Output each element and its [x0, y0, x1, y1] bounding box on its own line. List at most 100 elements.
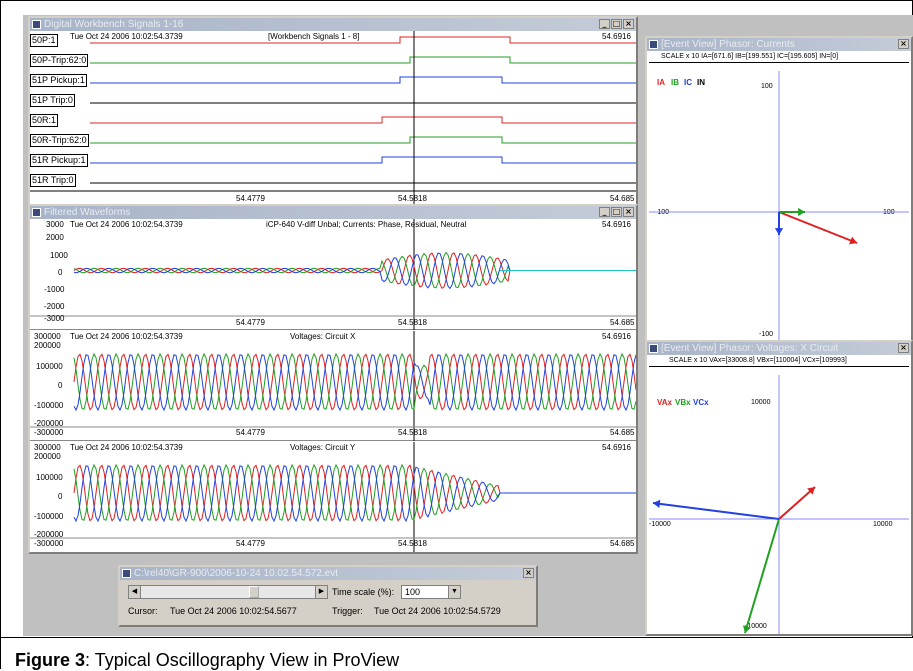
event-control-window: C:\rel40\GR-900\2006-10-24 10.02.54.572.… [118, 565, 538, 627]
legend-vcx: VCx [693, 398, 709, 407]
currents-panel: Tue Oct 24 2006 10:02:54.3739 iCP-640 V-… [30, 219, 636, 330]
channel-label[interactable]: 51R Pickup:1 [30, 154, 88, 167]
y-tick-label: 0 [58, 268, 63, 277]
y-tick-label: 300000 [34, 332, 61, 341]
phasor-header-rule [649, 366, 909, 367]
x-tick-label: 54.4779 [236, 318, 265, 327]
y-tick-label: -3000 [44, 314, 65, 323]
control-window-titlebar[interactable]: C:\rel40\GR-900\2006-10-24 10.02.54.572.… [120, 567, 536, 580]
filtered-waveforms-window: Filtered Waveforms _ □ × Tue Oct 24 2006… [28, 204, 638, 554]
tick-top: 100 [761, 83, 773, 90]
digital-trace [90, 56, 636, 64]
close-button[interactable]: × [623, 207, 634, 217]
legend-in: IN [697, 78, 705, 87]
time-scale-select[interactable]: 100 ▼ [401, 585, 461, 599]
circuit-y-panel: Tue Oct 24 2006 10:02:54.3739 Voltages: … [30, 442, 636, 552]
digital-trace [90, 36, 636, 44]
scroll-left-arrow[interactable]: ◀ [129, 586, 141, 598]
y-tick-label: -300000 [34, 539, 64, 548]
circuit-x-panel: Tue Oct 24 2006 10:02:54.3739 Voltages: … [30, 331, 636, 441]
digital-trace [90, 116, 636, 124]
digital-timestamp: Tue Oct 24 2006 10:02:54.3739 [70, 32, 183, 41]
channel-label[interactable]: 50P-Trip:62:0 [30, 54, 89, 67]
phasor-currents-diagram [649, 71, 909, 342]
x-tick-label: 54.685 [610, 194, 635, 203]
phasor-currents-window: [Event View] Phasor: Currents × SCALE x … [645, 36, 913, 344]
app-desktop: Digital Workbench Signals 1-16 _ □ × Tue… [23, 15, 913, 636]
panel-timestamp: Tue Oct 24 2006 10:02:54.3739 [70, 443, 183, 452]
close-button[interactable]: × [898, 39, 909, 49]
tick-left: -10000 [649, 521, 671, 528]
tick-bottom: -10000 [745, 623, 767, 630]
y-tick-label: 2000 [46, 233, 64, 242]
phase-trace [73, 353, 636, 411]
panel-label: Voltages: Circuit X [290, 332, 356, 341]
phasor-voltages-title: [Event View] Phasor: Voltages: X Circuit [661, 343, 839, 354]
y-tick-label: 200000 [34, 341, 61, 350]
digital-traces [30, 31, 636, 204]
channel-label[interactable]: 51P Pickup:1 [30, 74, 87, 87]
chevron-down-icon[interactable]: ▼ [448, 586, 460, 598]
y-tick-label: -100000 [34, 401, 64, 410]
x-tick-label: 54.4779 [236, 539, 265, 548]
close-button[interactable]: × [898, 343, 909, 353]
channel-label[interactable]: 50P:1 [30, 34, 58, 47]
maximize-button[interactable]: □ [611, 19, 622, 29]
digital-window-titlebar[interactable]: Digital Workbench Signals 1-16 _ □ × [30, 18, 636, 31]
x-tick-label: 54.685 [610, 428, 635, 437]
filtered-window-titlebar[interactable]: Filtered Waveforms _ □ × [30, 206, 636, 219]
phasor-voltages-plot: SCALE x 10 VAx=[33008.8] VBx=[110004] VC… [647, 355, 911, 634]
scroll-right-arrow[interactable]: ▶ [315, 586, 327, 598]
currents-waveform [30, 219, 636, 330]
phasor-arrowhead [798, 207, 805, 217]
digital-right-time: 54.6916 [602, 32, 631, 41]
y-tick-label: 0 [58, 492, 63, 501]
time-scale-label: Time scale (%): [332, 587, 395, 597]
phasor-voltages-titlebar[interactable]: [Event View] Phasor: Voltages: X Circuit… [647, 342, 911, 355]
time-scale-value: 100 [405, 587, 421, 597]
minimize-button[interactable]: _ [599, 207, 610, 217]
phasor-arrowhead [774, 228, 784, 235]
x-tick-label: 54.5818 [398, 194, 427, 203]
y-tick-label: 200000 [34, 452, 61, 461]
circuit-y-waveform [30, 442, 636, 552]
legend-vbx: VBx [675, 398, 691, 407]
phasor-currents-plot: SCALE x 10 IA=[671.6] IB=[199.551] IC=[1… [647, 51, 911, 342]
tick-top: 10000 [751, 399, 771, 406]
trigger-label: Trigger: [332, 606, 363, 616]
y-tick-label: 100000 [36, 473, 63, 482]
channel-label[interactable]: 50R-Trip:62:0 [30, 134, 89, 147]
scroll-thumb[interactable] [249, 586, 259, 598]
legend-ia: IA [657, 78, 665, 87]
phasor-header: SCALE x 10 VAx=[33008.8] VBx=[110004] VC… [669, 357, 847, 364]
time-scrollbar[interactable]: ◀ ▶ [128, 585, 328, 599]
channel-label[interactable]: 50R:1 [30, 114, 59, 127]
maximize-button[interactable]: □ [611, 207, 622, 217]
phasor-arrowhead [743, 625, 751, 633]
panel-label: iCP-640 V-diff Unbal; Currents: Phase, R… [266, 220, 467, 229]
digital-signals-panel: Tue Oct 24 2006 10:02:54.3739 [Workbench… [30, 31, 636, 204]
filtered-window-title: Filtered Waveforms [44, 207, 131, 218]
minimize-button[interactable]: _ [599, 19, 610, 29]
panel-timestamp: Tue Oct 24 2006 10:02:54.3739 [70, 220, 183, 229]
tick-right: 10000 [873, 521, 893, 528]
y-tick-label: 0 [58, 381, 63, 390]
y-tick-label: -1000 [44, 285, 65, 294]
y-tick-label: 3000 [46, 220, 64, 229]
phasor-vector [652, 502, 780, 520]
legend-ic: IC [684, 78, 692, 87]
y-tick-label: -300000 [34, 428, 64, 437]
close-button[interactable]: × [523, 568, 534, 578]
digital-trace [90, 76, 636, 84]
caption-label: Figure 3 [15, 650, 86, 670]
phasor-vector [744, 518, 780, 634]
x-tick-label: 54.5818 [398, 318, 427, 327]
phasor-currents-titlebar[interactable]: [Event View] Phasor: Currents × [647, 38, 911, 51]
close-button[interactable]: × [623, 19, 634, 29]
phasor-arrowhead [807, 487, 815, 495]
channel-label[interactable]: 51P Trip:0 [30, 94, 75, 107]
phasor-arrowhead [653, 499, 661, 508]
window-icon [122, 569, 131, 578]
channel-label[interactable]: 51R Trip:0 [30, 174, 76, 187]
control-window-title: C:\rel40\GR-900\2006-10-24 10.02.54.572.… [134, 568, 339, 579]
